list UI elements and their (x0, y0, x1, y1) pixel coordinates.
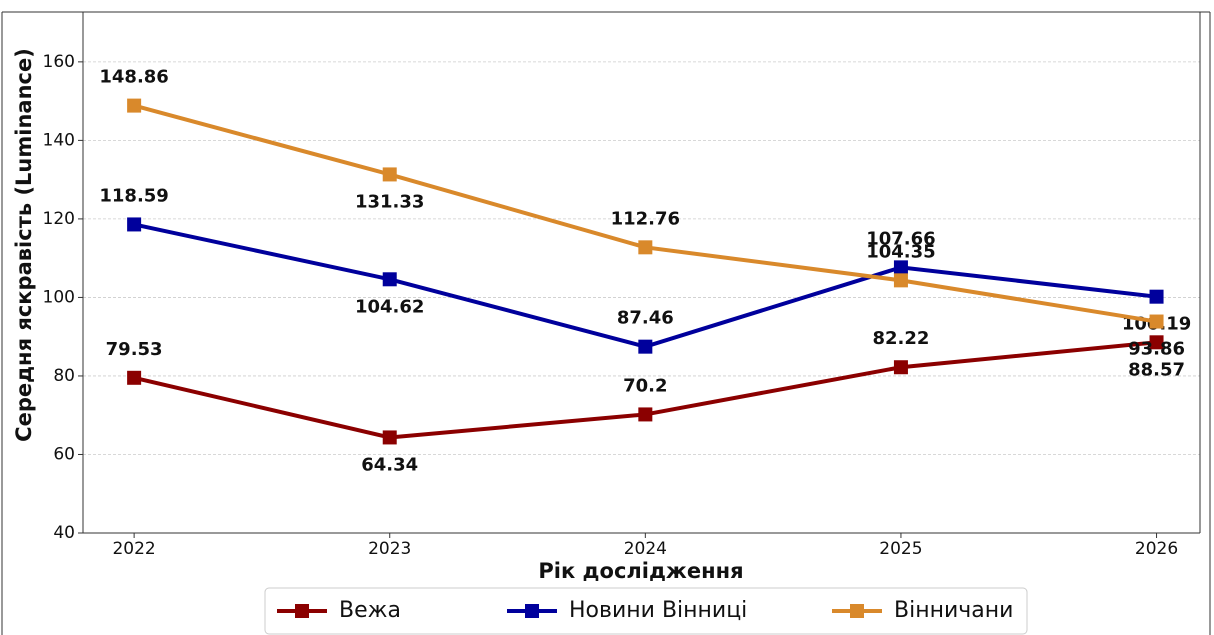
legend-marker (295, 604, 309, 618)
data-label: 104.35 (866, 241, 935, 262)
x-tick-label: 2023 (368, 539, 411, 559)
x-axis-title: Рік дослідження (538, 559, 743, 583)
legend-marker (850, 604, 864, 618)
y-tick-label: 120 (43, 209, 75, 229)
x-tick-label: 2022 (112, 539, 155, 559)
legend-label: Вежа (339, 598, 401, 623)
x-tick-label: 2025 (879, 539, 922, 559)
y-axis-title: Середня яскравість (Luminance) (12, 48, 36, 442)
y-tick-label: 60 (53, 444, 75, 464)
point (638, 407, 653, 422)
data-label: 88.57 (1128, 359, 1185, 380)
x-tick-label: 2026 (1135, 539, 1178, 559)
point (1149, 289, 1164, 304)
point (382, 167, 397, 182)
y-tick-label: 80 (53, 366, 75, 386)
y-tick-label: 140 (43, 130, 75, 150)
point (127, 370, 142, 385)
y-tick-label: 160 (43, 52, 75, 72)
point (893, 260, 908, 275)
point (638, 240, 653, 255)
point (382, 272, 397, 287)
legend-label: Вінничани (894, 598, 1013, 623)
legend-box (264, 587, 1028, 635)
y-tick-label: 100 (43, 287, 75, 307)
data-label: 70.2 (623, 375, 667, 396)
point (127, 217, 142, 232)
data-label: 148.86 (99, 67, 168, 88)
point (893, 360, 908, 375)
point (1149, 314, 1164, 329)
legend-label: Новини Вінниці (569, 598, 747, 623)
data-label: 131.33 (355, 191, 424, 212)
data-label: 107.66 (866, 228, 935, 249)
point (1149, 335, 1164, 350)
x-tick-label: 2024 (624, 539, 667, 559)
data-label: 112.76 (611, 208, 680, 229)
data-label: 93.86 (1128, 339, 1185, 360)
data-label: 118.59 (99, 185, 168, 206)
data-label: 87.46 (617, 308, 674, 329)
point (382, 430, 397, 445)
data-label: 64.34 (361, 454, 418, 475)
legend-marker (525, 604, 539, 618)
data-label: 79.53 (106, 339, 163, 360)
point (127, 98, 142, 113)
data-label: 104.62 (355, 296, 424, 317)
y-tick-label: 40 (53, 523, 75, 543)
point (893, 273, 908, 288)
data-label: 82.22 (872, 328, 929, 349)
point (638, 339, 653, 354)
